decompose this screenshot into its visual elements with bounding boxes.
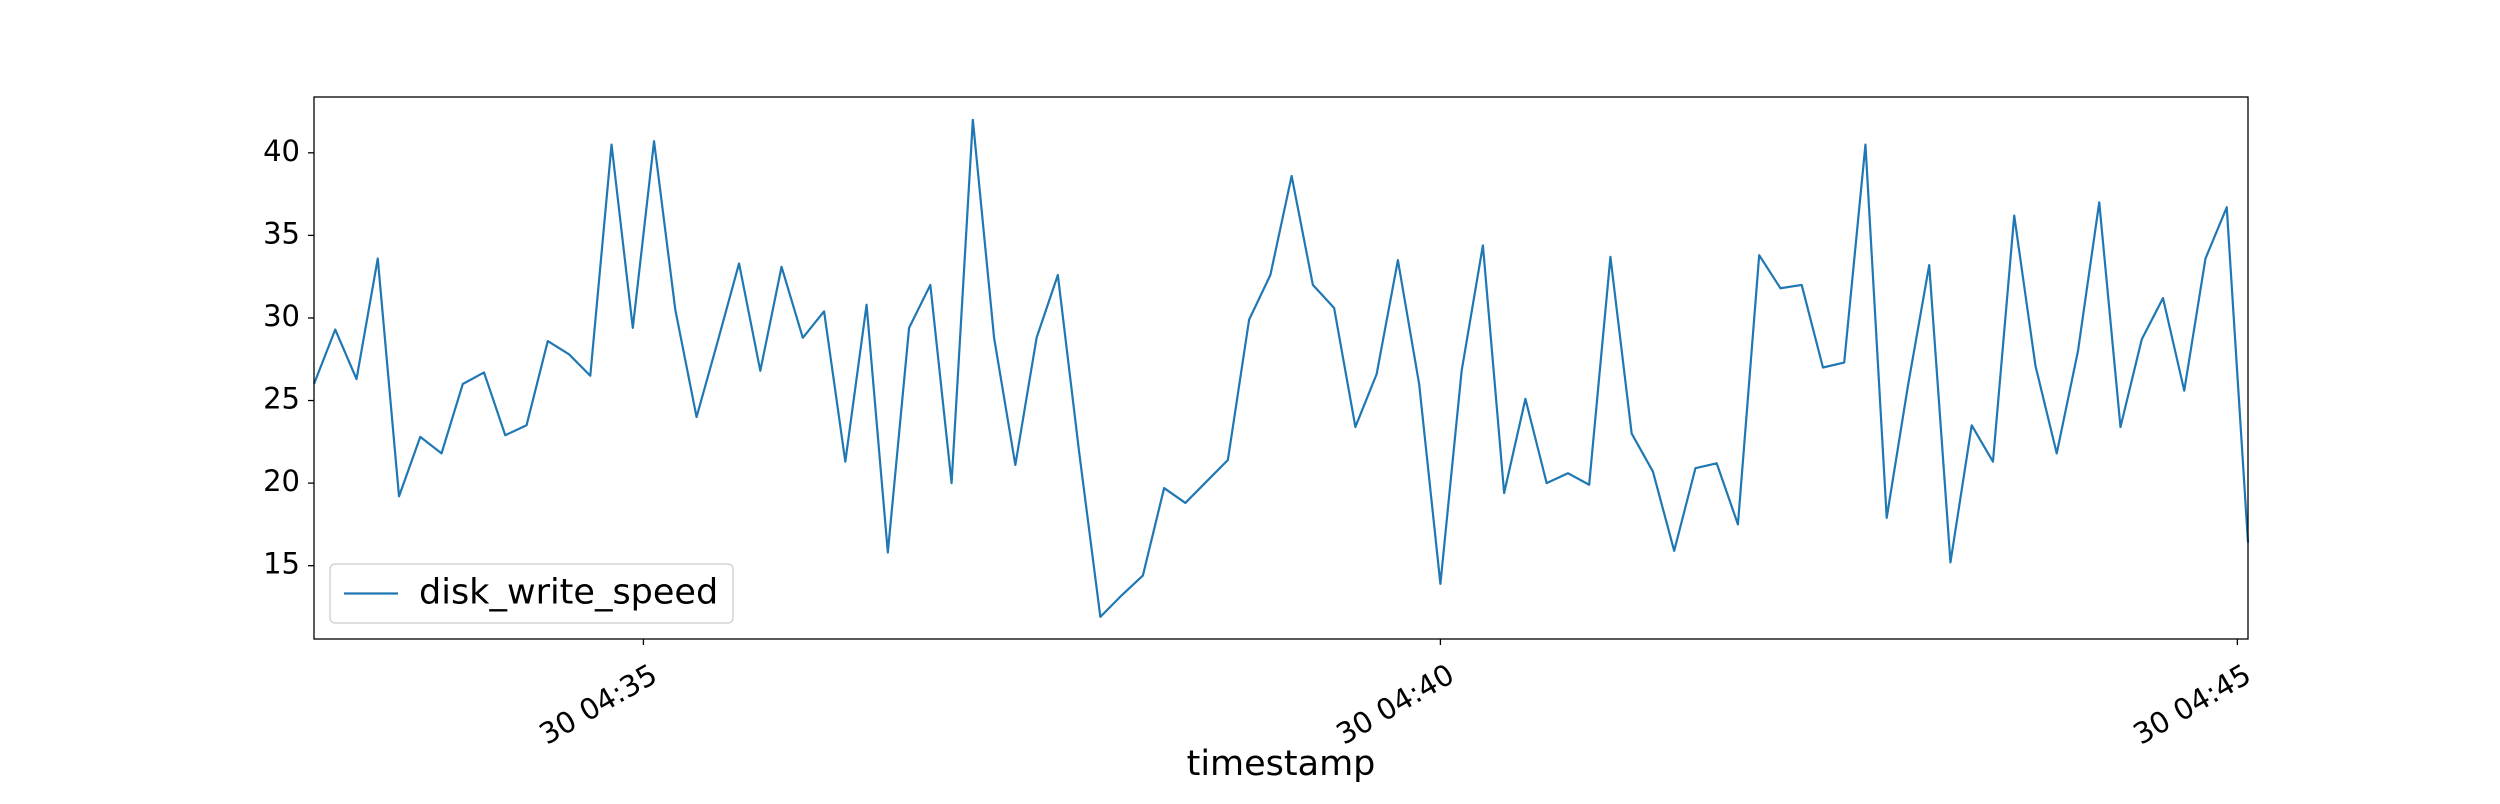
y-tick-label: 20	[263, 464, 300, 498]
x-tick-label: 30 04:40	[1330, 657, 1459, 751]
y-tick-label: 25	[263, 382, 300, 416]
legend-label: disk_write_speed	[419, 573, 718, 613]
data-line	[312, 118, 2250, 618]
y-tick-label: 40	[263, 134, 300, 168]
y-tick-label: 30	[263, 299, 300, 333]
plot-area	[314, 97, 2248, 639]
axes-frame	[313, 96, 2249, 640]
x-tick-label: 30 04:45	[2127, 657, 2256, 751]
legend-box	[329, 563, 734, 624]
x-axis-label: timestamp	[1187, 744, 1376, 784]
y-tick-label: 35	[263, 216, 300, 250]
y-tick-label: 15	[263, 547, 300, 581]
x-tick-label: 30 04:35	[533, 657, 662, 751]
